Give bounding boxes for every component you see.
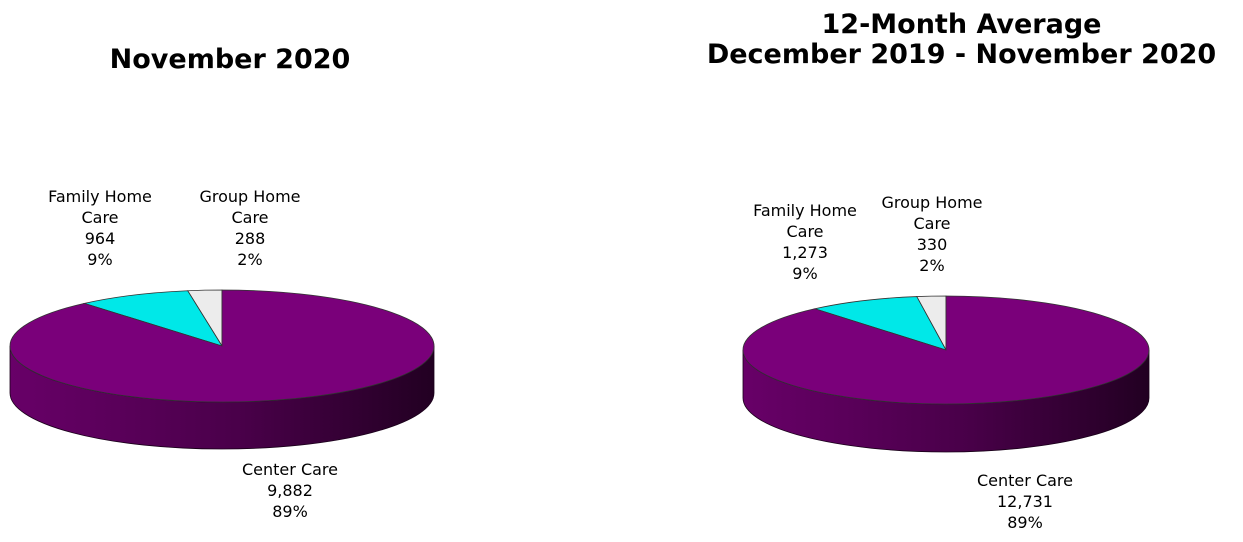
slice-label-name: Care <box>786 222 824 241</box>
pie-slice-center-care <box>9 289 435 403</box>
pie-graphic <box>742 295 1150 453</box>
slice-label-percent: 2% <box>919 256 945 275</box>
slice-label-value: 1,273 <box>782 243 828 262</box>
slice-label-value: 964 <box>84 229 116 248</box>
slice-label-center-care: Center Care 9,882 89% <box>210 459 370 522</box>
pie-chart-12-month-average: 12-Month Average December 2019 - Novembe… <box>680 0 1243 542</box>
slice-label-value: 12,731 <box>997 492 1053 511</box>
chart-title: 12-Month Average December 2019 - Novembe… <box>680 10 1243 70</box>
slice-label-percent: 2% <box>237 250 263 269</box>
pie-slice-center-care <box>742 295 1150 405</box>
slice-label-family-home-care: Family Home Care 964 9% <box>30 186 170 270</box>
slice-label-name: Center Care <box>242 460 338 479</box>
pie-graphic <box>9 289 435 450</box>
slice-label-name: Center Care <box>977 471 1073 490</box>
slice-label-percent: 9% <box>792 264 818 283</box>
slice-label-family-home-care: Family Home Care 1,273 9% <box>735 200 875 284</box>
slice-label-name: Care <box>913 214 951 233</box>
pie-slice-family-home-care <box>82 290 223 347</box>
pie-chart-monthly: November 2020 Family Home Care 964 9% Gr… <box>0 0 460 542</box>
slice-label-value: 9,882 <box>267 481 313 500</box>
slice-label-center-care: Center Care 12,731 89% <box>945 470 1105 533</box>
slice-label-name: Family Home <box>48 187 152 206</box>
chart-subtitle-line: December 2019 - November 2020 <box>706 39 1217 70</box>
slice-label-name: Group Home <box>881 193 983 212</box>
slice-label-name: Group Home <box>199 187 301 206</box>
chart-title: November 2020 <box>0 45 460 75</box>
slice-label-name: Care <box>231 208 269 227</box>
slice-label-name: Family Home <box>753 201 857 220</box>
slice-label-value: 288 <box>234 229 266 248</box>
chart-title-line: 12-Month Average <box>821 9 1102 40</box>
slice-label-percent: 89% <box>272 502 308 521</box>
slice-label-percent: 89% <box>1007 513 1043 532</box>
slice-label-group-home-care: Group Home Care 330 2% <box>862 192 1002 276</box>
pie-slice-family-home-care <box>813 296 947 351</box>
slice-label-group-home-care: Group Home Care 288 2% <box>180 186 320 270</box>
slice-label-name: Care <box>81 208 119 227</box>
slice-label-percent: 9% <box>87 250 113 269</box>
chart-title-line: November 2020 <box>109 44 351 75</box>
slice-label-value: 330 <box>916 235 948 254</box>
